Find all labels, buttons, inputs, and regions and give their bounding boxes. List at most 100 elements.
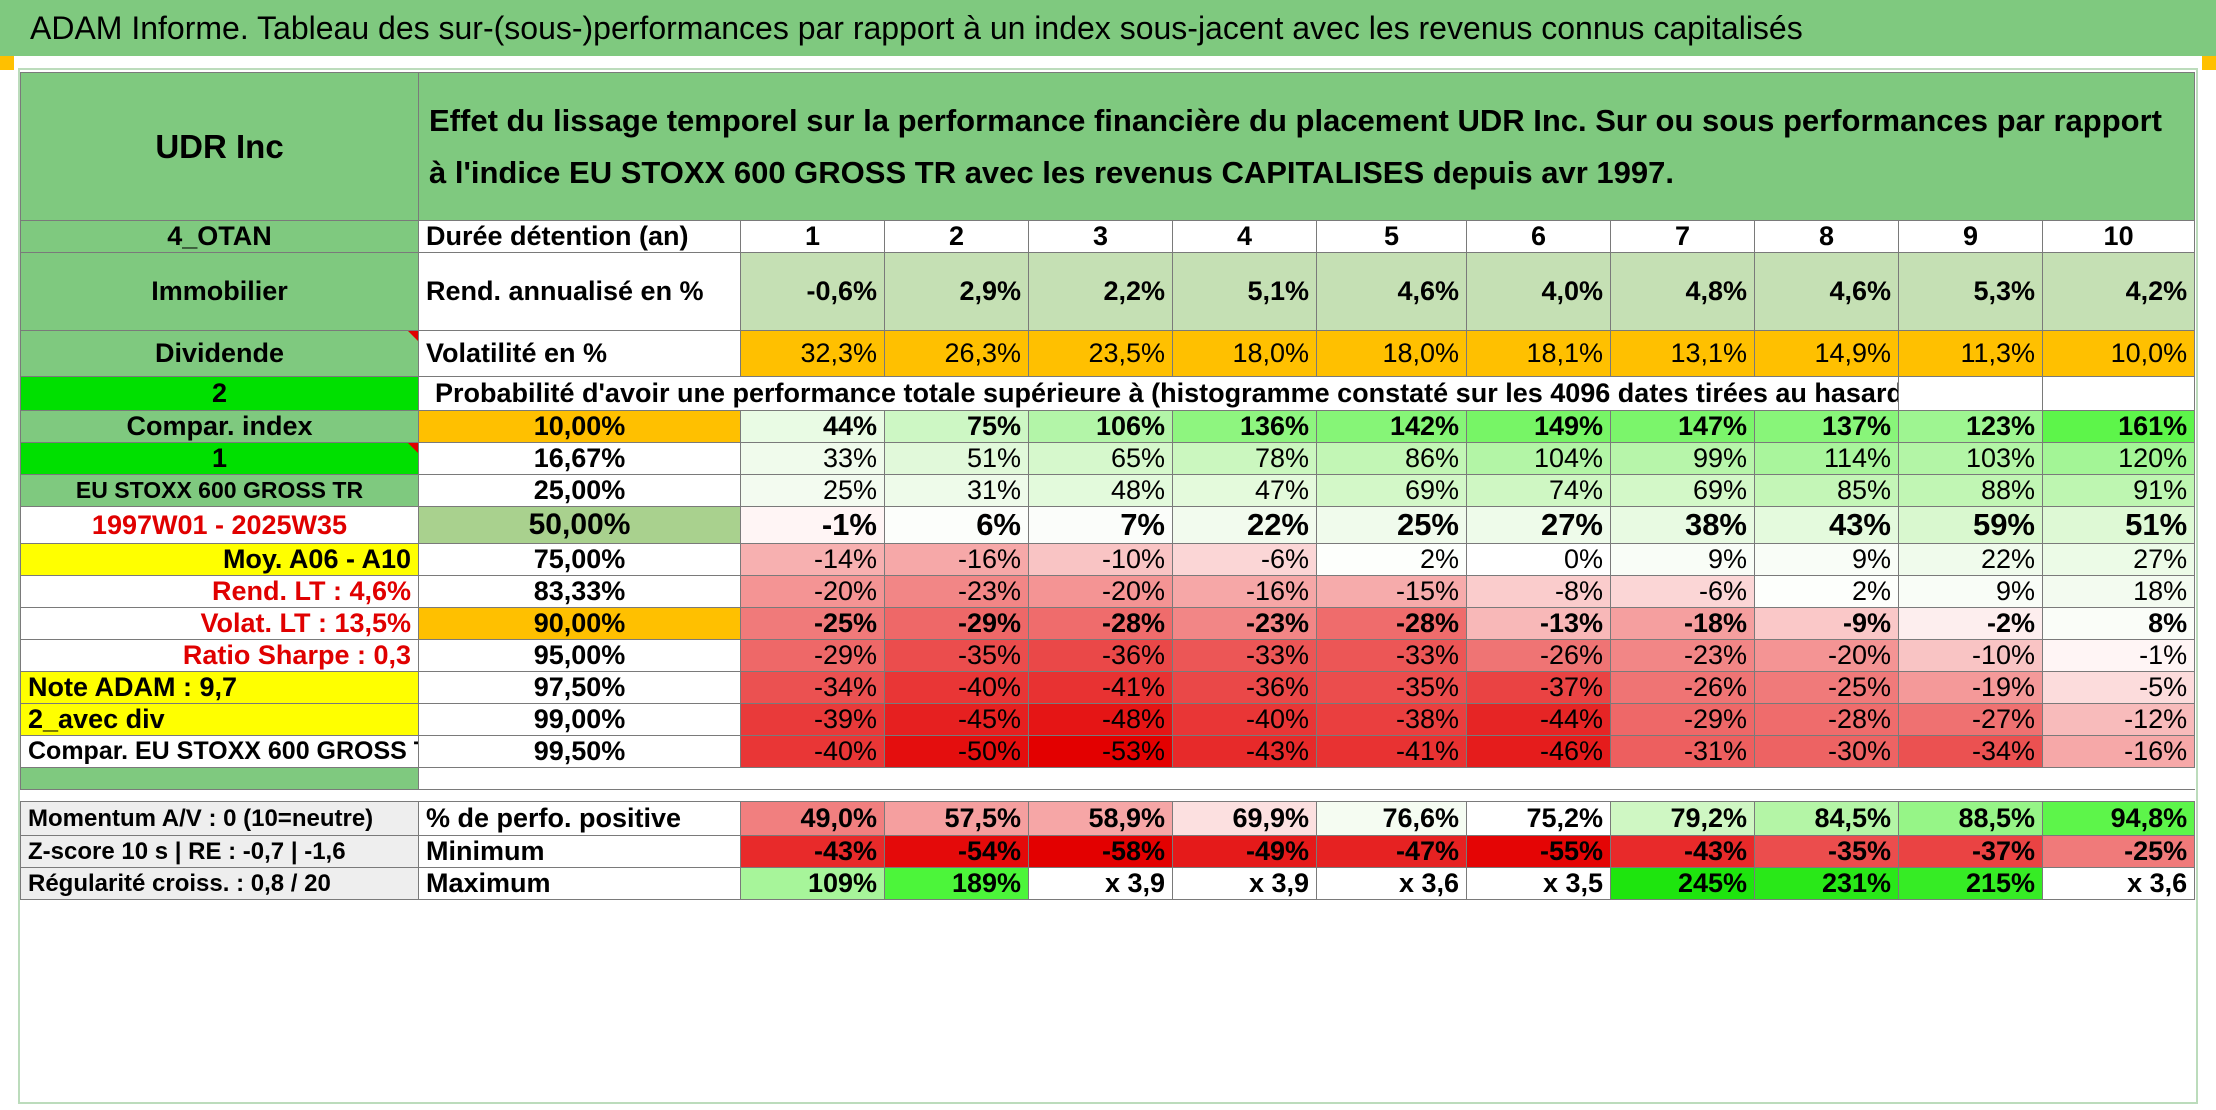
percentile-cell: -39% [740,703,885,736]
percentile-cell: -36% [1172,671,1317,704]
percentile-cell: 103% [1898,442,2043,475]
stats-cell: 69,9% [1172,801,1317,836]
stats-cell: 58,9% [1028,801,1173,836]
empty-cell [2041,376,2196,411]
stats-cell: x 3,5 [1466,867,1611,900]
percentile-row: 1997W01 - 2025W35 50,00% -1% 6% 7% 22% 25% 27% 3… [20,506,2196,544]
percentile-cell: 31% [884,474,1029,507]
percentile-cell: -15% [1316,575,1467,608]
year-cell: 4 [1172,220,1317,253]
row-header: 2 [20,376,419,411]
row-header: Momentum A/V : 0 (10=neutre) [20,801,419,836]
volatility-row: Dividende Volatilité en % 32,3% 26,3% 23,5% 1… [20,330,2196,377]
stats-cell: 75,2% [1466,801,1611,836]
stats-cell: x 3,6 [2041,867,2196,900]
percentile-cell: 2% [1316,543,1467,576]
percentile-row: Note ADAM : 9,7 97,50% -34% -40% -41% -36% -35… [20,671,2196,704]
year-cell: 6 [1466,220,1611,253]
stats-cell: -37% [1898,835,2043,868]
stats-cell: -47% [1316,835,1467,868]
percentile-cell: 6% [884,506,1029,544]
stats-cell: -43% [740,835,885,868]
percentile-cell: -33% [1316,639,1467,672]
row-header: Compar. index [20,410,419,443]
percentile-cell: -23% [1610,639,1755,672]
stats-cell: x 3,9 [1028,867,1173,900]
percentile-cell: 69% [1316,474,1467,507]
percentile-cell: -6% [1610,575,1755,608]
year-cell: 1 [740,220,885,253]
percentile-cell: -19% [1898,671,2043,704]
volatility-cell: 18,0% [1316,330,1467,377]
return-cell: 2,2% [1028,252,1173,331]
percentile-row: Moy. A06 - A10 75,00% -14% -16% -10% -6% 2% 0% 9… [20,543,2196,576]
return-cell: 5,3% [1898,252,2043,331]
volatility-cell: 10,0% [2041,330,2196,377]
percentile-cell: -41% [1028,671,1173,704]
year-cell: 10 [2041,220,2196,253]
percentile-cell: -30% [1754,735,1899,768]
percentile-cell: 59% [1898,506,2043,544]
percentile-cell: 0% [1466,543,1611,576]
percentile-cell: -20% [740,575,885,608]
percentile-cell: -20% [1754,639,1899,672]
stats-cell: 84,5% [1754,801,1899,836]
stats-cell: 231% [1754,867,1899,900]
percentile-cell: -40% [1172,703,1317,736]
percentile-cell: 47% [1172,474,1317,507]
percentile-label: 95,00% [418,639,741,672]
row-label: % de perfo. positive [418,801,741,836]
percentile-cell: 78% [1172,442,1317,475]
percentile-cell: -33% [1172,639,1317,672]
percentile-cell: -2% [1898,607,2043,640]
percentile-cell: -6% [1172,543,1317,576]
percentile-cell: 22% [1898,543,2043,576]
year-cell: 7 [1610,220,1755,253]
percentile-cell: -16% [2041,735,2196,768]
stats-cell: 94,8% [2041,801,2196,836]
volatility-cell: 18,0% [1172,330,1317,377]
probability-row: 2 Probabilité d'avoir une performance tot… [20,376,2196,411]
percentile-cell: -37% [1466,671,1611,704]
percentile-cell: 27% [2041,543,2196,576]
percentile-cell: 86% [1316,442,1467,475]
return-cell: 4,6% [1316,252,1467,331]
percentile-cell: -29% [740,639,885,672]
percentile-cell: 88% [1898,474,2043,507]
percentile-label: 10,00% [418,410,741,443]
row-header: Moy. A06 - A10 [20,543,419,576]
percentile-cell: -23% [1172,607,1317,640]
percentile-cell: -41% [1316,735,1467,768]
volatility-cell: 13,1% [1610,330,1755,377]
percentile-cell: -50% [884,735,1029,768]
percentile-cell: 142% [1316,410,1467,443]
stats-cell: -58% [1028,835,1173,868]
volatility-cell: 32,3% [740,330,885,377]
percentile-cell: 25% [740,474,885,507]
percentile-cell: -25% [740,607,885,640]
percentile-cell: 38% [1610,506,1755,544]
row-header: Immobilier [20,252,419,331]
row-label: Volatilité en % [418,330,741,377]
percentile-cell: 123% [1898,410,2043,443]
percentile-cell: -14% [740,543,885,576]
stats-cell: x 3,9 [1172,867,1317,900]
percentile-cell: 2% [1754,575,1899,608]
row-header: Rend. LT : 4,6% [20,575,419,608]
percentile-cell: -12% [2041,703,2196,736]
percentile-cell: -35% [884,639,1029,672]
percentile-label: 25,00% [418,474,741,507]
percentile-cell: -28% [1754,703,1899,736]
percentile-cell: 9% [1754,543,1899,576]
row-label: Rend. annualisé en % [418,252,741,331]
percentile-cell: 75% [884,410,1029,443]
percentile-cell: -25% [1754,671,1899,704]
percentile-cell: -1% [2041,639,2196,672]
row-label: Durée détention (an) [418,220,741,253]
row-header: Volat. LT : 13,5% [20,607,419,640]
stats-cell: -35% [1754,835,1899,868]
percentile-cell: 51% [2041,506,2196,544]
percentile-cell: 44% [740,410,885,443]
percentile-cell: 74% [1466,474,1611,507]
percentile-cell: 65% [1028,442,1173,475]
